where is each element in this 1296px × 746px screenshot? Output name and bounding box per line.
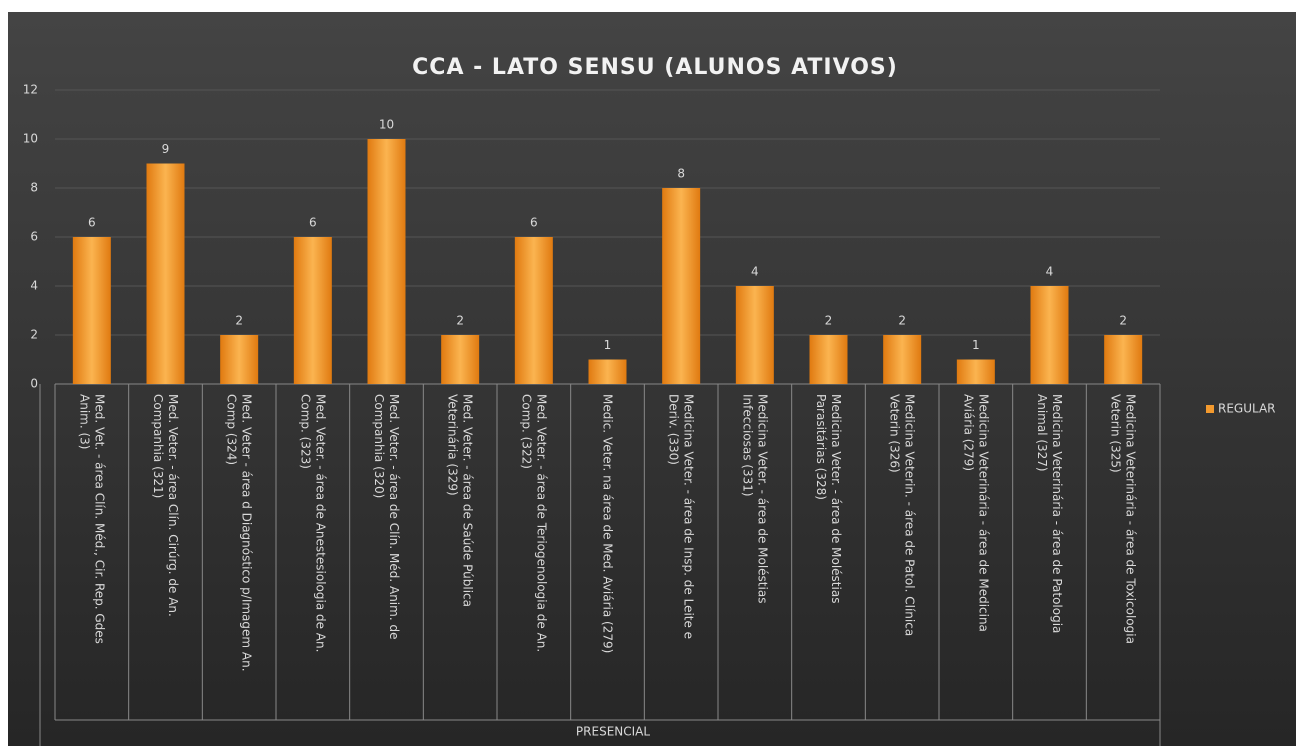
- x-tick-label: Medicina Veterinária - área de Patologia…: [1036, 394, 1065, 633]
- data-label: 2: [1119, 314, 1127, 328]
- data-label: 1: [604, 338, 612, 352]
- data-label: 2: [235, 314, 243, 328]
- x-tick-label: Med. Vet. - área Clín. Méd., Cir. Rep. G…: [78, 394, 107, 644]
- bar: [588, 359, 627, 384]
- bar: [662, 188, 701, 384]
- x-tick-label: Med. Veter. - área de Anestesiologia de …: [299, 394, 328, 652]
- y-tick-label: 10: [23, 132, 38, 146]
- chart-title: CCA - LATO SENSU (ALUNOS ATIVOS): [412, 55, 898, 80]
- legend-swatch: [1206, 405, 1214, 413]
- bar: [220, 335, 259, 384]
- x-tick-label: Med. Veter - área d Diagnóstico p/Imagem…: [225, 394, 254, 672]
- data-label: 6: [530, 216, 538, 230]
- x-tick-label: Medicina Veterin. - área de Patol. Clíni…: [888, 394, 917, 636]
- bar: [146, 163, 185, 384]
- bar: [293, 237, 332, 384]
- bar: [72, 237, 111, 384]
- x-tick-label: Medicina Veterinária - área de MedicinaA…: [962, 394, 991, 632]
- x-tick-label: Medicina Veter. - área de Insp. de Leite…: [667, 394, 696, 639]
- y-tick-label: 6: [30, 230, 38, 244]
- x-tick-label: Med. Veter. - área Clín. Cirúrg. de An.C…: [152, 394, 181, 617]
- x-tick-label: Med. Veter. - área de Saúde PúblicaVeter…: [446, 394, 475, 607]
- x-tick-label: Medicina Veter. - área de MoléstiasInfec…: [741, 394, 770, 603]
- y-tick-label: 12: [23, 83, 38, 97]
- y-tick-label: 4: [30, 279, 38, 293]
- bar: [735, 286, 774, 384]
- x-tick-label: Medicina Veter. - área de MoléstiasParas…: [815, 394, 844, 603]
- y-tick-label: 2: [30, 328, 38, 342]
- data-label: 1: [972, 338, 980, 352]
- x-tick-label: Medicina Veterinária - área de Toxicolog…: [1109, 394, 1138, 644]
- data-label: 6: [309, 216, 317, 230]
- data-label: 9: [162, 142, 170, 156]
- legend-label: REGULAR: [1218, 402, 1276, 416]
- data-label: 4: [751, 265, 759, 279]
- data-label: 2: [825, 314, 833, 328]
- data-label: 2: [456, 314, 464, 328]
- bar: [441, 335, 480, 384]
- data-label: 8: [677, 167, 685, 181]
- bar: [1030, 286, 1069, 384]
- chart-background: [8, 12, 1296, 746]
- bar: [367, 139, 406, 384]
- bar: [1104, 335, 1143, 384]
- bar: [514, 237, 553, 384]
- x-tick-label: Med. Veter. - área de Teriogenologia de …: [520, 394, 549, 652]
- data-label: 4: [1046, 265, 1054, 279]
- x-tick-label: Medic. Veter. na área de Med. Aviária (2…: [601, 394, 615, 653]
- y-tick-label: 0: [30, 377, 38, 391]
- bar: [956, 359, 995, 384]
- data-label: 10: [379, 118, 394, 132]
- x-tick-label: Med. Veter. - área de Clín. Méd. Anim. d…: [373, 394, 402, 639]
- data-label: 2: [898, 314, 906, 328]
- group-label: PRESENCIAL: [576, 725, 650, 739]
- data-label: 6: [88, 216, 96, 230]
- bar: [809, 335, 848, 384]
- y-tick-label: 8: [30, 181, 38, 195]
- bar: [883, 335, 922, 384]
